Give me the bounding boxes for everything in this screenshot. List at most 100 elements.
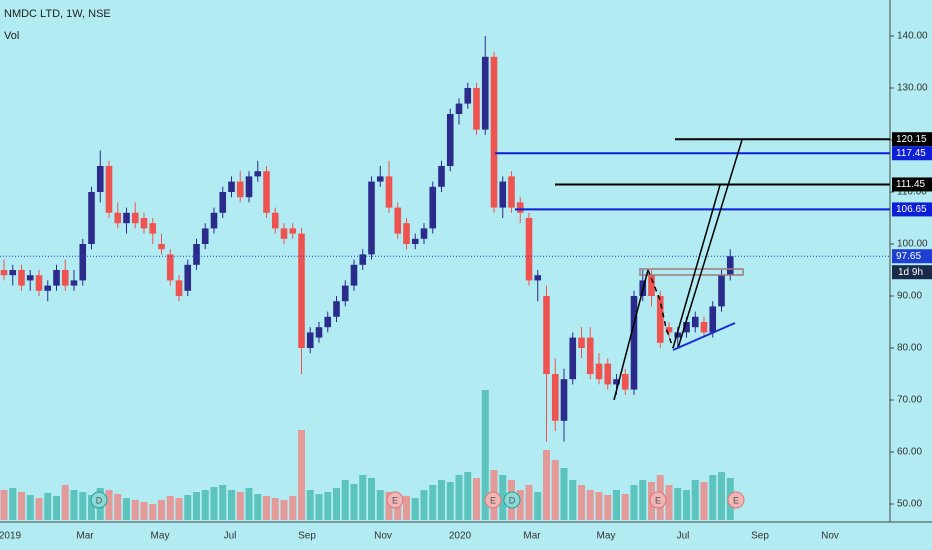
candle-body [473,88,480,130]
event-marker [503,491,521,509]
candle-body [175,280,183,296]
candle-body [271,212,279,229]
candle-body [149,223,157,234]
candle-body [298,233,305,348]
volume-bar [88,495,95,520]
candle-body [578,337,585,348]
candle-body [394,207,402,234]
y-tick-label: 80.00 [897,343,922,354]
candle-body [70,280,78,286]
volume-bar [341,480,349,520]
volume-bar [499,475,507,520]
candle-body [18,270,25,286]
price-layer [0,36,890,442]
volume-bar [613,490,620,520]
volume-bar [79,492,87,520]
volume-bar [516,490,524,520]
level-label: 117.45 [896,148,926,159]
x-tick-label: Jul [224,531,237,542]
candle-body [385,176,393,208]
candle-body [709,306,717,333]
x-tick-label: May [151,531,170,542]
candle-body [718,275,725,307]
y-tick-label: 70.00 [897,395,922,406]
candle-body [201,228,209,244]
x-tick-label: 2020 [449,531,472,542]
y-tick-label: 60.00 [897,447,922,458]
y-tick-label: 110.00 [897,187,927,198]
x-tick-label: Mar [523,531,541,542]
event-marker [484,491,502,509]
candle-body [61,270,69,286]
level-label: 120.15 [896,134,927,145]
volume-bar [271,498,279,520]
volume-label: Vol [4,30,19,42]
volume-bar [543,450,550,520]
x-tick-label: Nov [374,531,392,542]
candle-body [490,56,498,208]
volume-bar [700,482,708,520]
candle-body [499,181,507,208]
volume-bar [525,485,533,520]
y-tick-label: 100.00 [897,239,928,250]
y-tick-label: 130.00 [897,83,928,94]
candle-body [368,181,375,255]
last-price-label: 97.65 [896,251,921,262]
level-label-box [892,202,932,217]
event-marker [727,491,745,509]
candle-body [44,285,52,291]
candle-body [184,264,192,291]
candle-body [691,316,699,328]
candle-body [26,275,34,281]
volume-bar [254,494,262,520]
candle-body [438,166,445,187]
volume-bar [551,460,559,520]
volume-bar [158,500,165,520]
candle-body [324,316,332,328]
volume-bar [709,475,717,520]
candle-body [551,374,559,421]
volume-bar [674,488,682,520]
volume-bar [438,480,445,520]
volume-bar [175,498,183,520]
y-tick-label: 140.00 [897,31,928,42]
volume-bar [193,492,200,520]
volume-bar [639,480,647,520]
level-label: 111.45 [896,179,926,190]
candle-body [621,374,629,390]
candle-body [525,218,533,281]
x-tick-label: Nov [821,531,839,542]
candle-body [665,327,673,333]
level-label: 106.65 [896,204,927,215]
volume-bar [123,498,130,520]
volume-bar [683,490,690,520]
candle-body [105,166,113,213]
volume-bar [114,494,122,520]
candle-body [333,301,340,317]
volume-bar [464,472,472,520]
volume-bar [604,495,612,520]
volume-bar [166,496,174,520]
x-tick-label: 2019 [0,531,22,542]
candle-body [595,363,603,380]
candle-body [193,244,200,265]
candle-body [700,322,708,333]
candle-body [543,296,550,374]
candle-body [140,218,148,229]
volume-bar [289,496,297,520]
candle-body [219,192,227,213]
candle-body [0,270,8,276]
volume-bar [411,498,419,520]
volume-bar [455,475,463,520]
volume-bar [228,490,235,520]
volume-bar [350,484,358,520]
event-marker [649,491,667,509]
volume-bar [473,478,480,520]
volume-bar [280,500,288,520]
candle-body [420,228,428,239]
candle-body [630,296,638,390]
candle-body [613,379,620,385]
candle-body [508,176,515,208]
volume-bar [333,488,340,520]
